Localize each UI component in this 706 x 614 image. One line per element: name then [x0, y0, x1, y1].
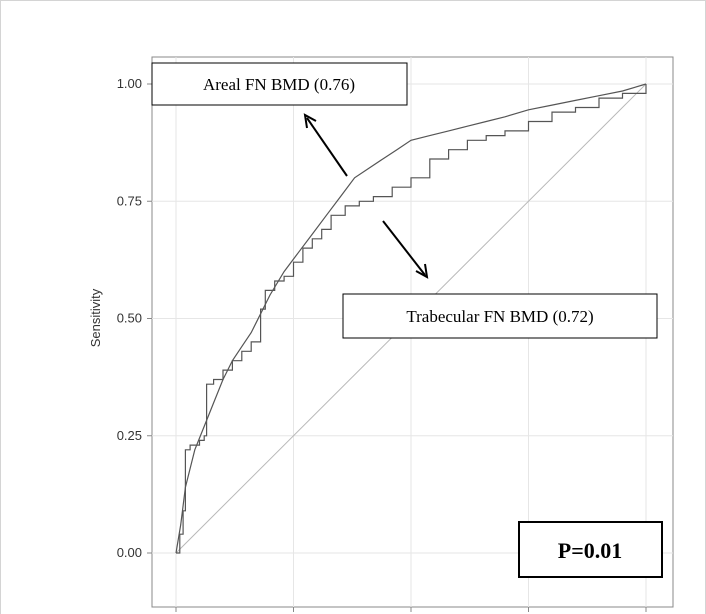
y-tick-label: 1.00: [117, 76, 142, 91]
trabecular-roc-curve: [176, 84, 647, 554]
trabecular-annotation: Trabecular FN BMD (0.72): [342, 220, 658, 339]
y-axis-title: Sensitivity: [88, 288, 103, 347]
trabecular-label-box: [342, 293, 658, 339]
areal-arrowhead: [303, 113, 317, 129]
trabecular-arrowhead: [415, 263, 429, 279]
areal-arrow: [306, 117, 348, 177]
x-axis-ticks: 0.000.250.500.751.00: [175, 607, 647, 612]
y-tick-label: 0.75: [117, 193, 142, 208]
areal-label-box: [151, 62, 408, 106]
trabecular-label-text: Trabecular FN BMD (0.72): [406, 307, 593, 326]
y-tick-label: 0.25: [117, 428, 142, 443]
roc-curves: [175, 83, 647, 554]
y-tick-label: 0.00: [117, 545, 142, 560]
areal-roc-curve: [175, 83, 647, 554]
areal-label-text: Areal FN BMD (0.76): [203, 75, 355, 94]
y-tick-label: 0.50: [117, 311, 142, 326]
y-axis-ticks: 0.00 0.25 0.50 0.75 1.00: [117, 76, 152, 560]
p-value-text: P=0.01: [558, 538, 622, 563]
trabecular-arrow: [382, 220, 426, 276]
p-value-box: [518, 521, 663, 578]
areal-annotation: Areal FN BMD (0.76): [151, 62, 408, 177]
p-value-annotation: P=0.01: [518, 521, 663, 578]
